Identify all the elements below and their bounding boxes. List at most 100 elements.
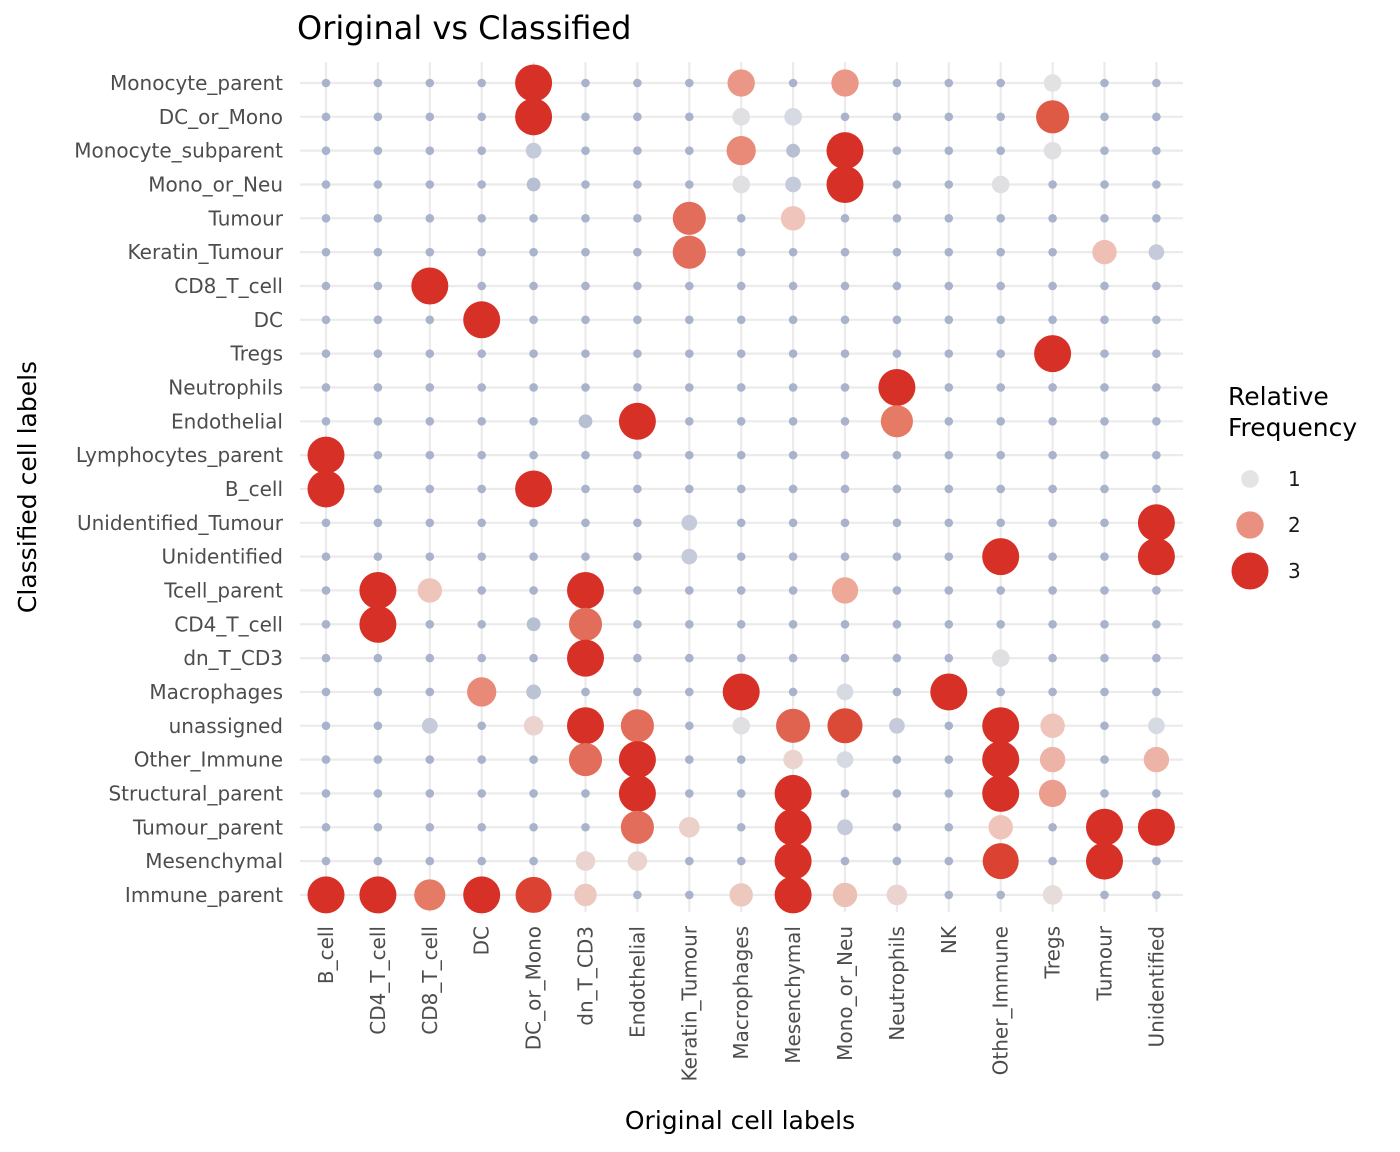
background-dot	[736, 518, 746, 528]
background-dot	[633, 112, 642, 122]
background-dot	[477, 518, 487, 528]
background-dot	[892, 450, 902, 460]
background-dot	[1048, 484, 1057, 494]
background-dot	[788, 484, 798, 494]
background-dot	[892, 687, 902, 697]
background-dot	[840, 214, 850, 223]
background-dot	[736, 619, 746, 629]
background-dot	[685, 146, 694, 155]
background-dot	[788, 315, 798, 325]
data-point	[991, 649, 1010, 667]
background-dot	[736, 349, 746, 358]
background-dot	[633, 78, 642, 88]
background-dot	[944, 383, 954, 392]
legend-label: 2	[1288, 513, 1301, 537]
background-dot	[633, 315, 642, 325]
legend-label: 1	[1288, 467, 1301, 491]
data-point	[1043, 74, 1062, 92]
background-dot	[892, 619, 902, 629]
background-dot	[1048, 417, 1057, 426]
background-dot	[1100, 484, 1109, 494]
background-dot	[788, 653, 798, 663]
legend-label: 3	[1288, 559, 1301, 583]
background-dot	[529, 552, 538, 561]
data-point	[526, 617, 541, 632]
background-dot	[1100, 146, 1109, 155]
background-dot	[1100, 619, 1109, 629]
background-dot	[840, 619, 850, 629]
data-point	[1043, 141, 1062, 160]
background-dot	[1152, 417, 1161, 426]
y-tick-label: dn_T_CD3	[183, 646, 283, 670]
x-tick-label: Macrophages	[729, 926, 753, 1060]
background-dot	[425, 112, 435, 122]
data-point	[736, 789, 746, 798]
background-dot	[840, 450, 850, 460]
background-dot	[581, 450, 590, 460]
background-dot	[477, 552, 487, 561]
background-dot	[944, 214, 954, 223]
background-dot	[425, 349, 435, 358]
background-dot	[892, 247, 902, 257]
background-dot	[529, 653, 538, 663]
background-dot	[425, 417, 435, 426]
background-dot	[944, 890, 954, 900]
background-dot	[1152, 383, 1161, 392]
data-point	[827, 708, 863, 744]
data-point	[982, 538, 1020, 576]
background-dot	[1100, 383, 1109, 392]
background-dot	[529, 822, 538, 832]
background-dot	[1152, 687, 1161, 697]
background-dot	[581, 484, 590, 494]
data-point	[1137, 538, 1175, 576]
background-dot	[736, 586, 746, 595]
background-dot	[1048, 247, 1057, 257]
data-point	[732, 175, 751, 194]
background-dot	[581, 789, 590, 798]
y-tick-label: Tumour_parent	[132, 815, 283, 839]
data-point	[776, 708, 811, 743]
data-point	[1086, 808, 1123, 846]
background-dot	[736, 653, 746, 663]
background-dot	[1048, 383, 1057, 392]
background-dot	[321, 856, 331, 866]
background-dot	[1152, 890, 1161, 900]
data-point	[359, 605, 397, 643]
data-point	[840, 789, 850, 798]
background-dot	[633, 484, 642, 494]
data-point	[826, 132, 864, 170]
data-point	[732, 716, 751, 735]
data-point	[1143, 746, 1170, 773]
data-point	[982, 741, 1020, 779]
background-dot	[477, 856, 487, 866]
background-dot	[529, 417, 538, 426]
legend-key	[1231, 552, 1269, 590]
background-dot	[840, 518, 850, 528]
background-dot	[685, 78, 694, 88]
background-dot	[425, 315, 435, 325]
background-dot	[425, 755, 435, 764]
y-tick-label: Neutrophils	[168, 375, 283, 399]
background-dot	[685, 721, 694, 731]
background-dot	[373, 484, 383, 494]
background-dot	[736, 484, 746, 494]
background-dot	[944, 112, 954, 122]
background-dot	[892, 789, 902, 798]
background-dot	[996, 586, 1005, 595]
data-point	[568, 607, 603, 641]
data-point	[1040, 713, 1065, 738]
background-dot	[788, 586, 798, 595]
background-dot	[581, 552, 590, 561]
data-point	[359, 571, 397, 609]
background-dot	[1152, 315, 1161, 325]
background-dot	[892, 484, 902, 494]
data-point	[889, 717, 905, 734]
background-dot	[685, 586, 694, 595]
background-dot	[840, 349, 850, 358]
background-dot	[1100, 450, 1109, 460]
data-point	[1137, 504, 1175, 542]
legend-key	[1236, 511, 1264, 539]
y-tick-label: Monocyte_subparent	[74, 139, 283, 163]
data-point	[515, 876, 552, 913]
background-dot	[425, 687, 435, 697]
